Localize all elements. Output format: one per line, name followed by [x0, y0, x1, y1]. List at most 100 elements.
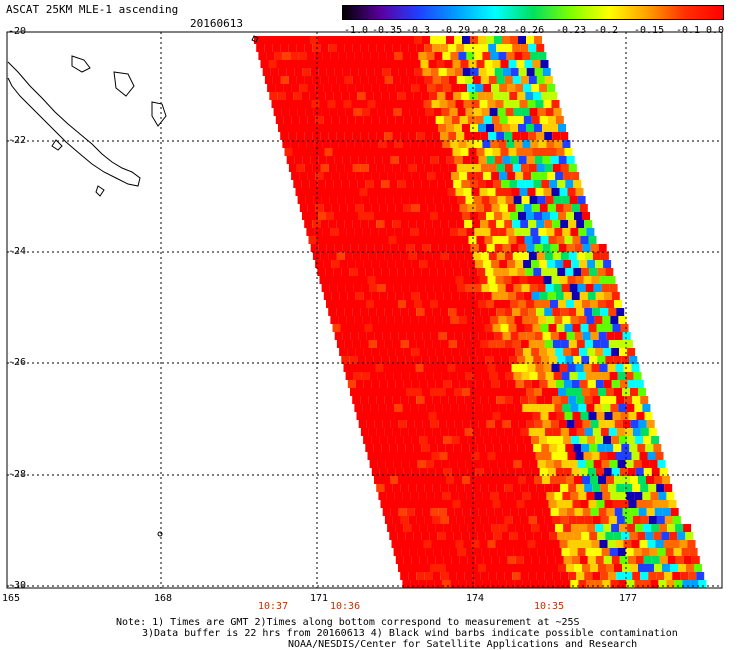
swath-cell	[567, 188, 576, 196]
swath-cell	[464, 340, 473, 348]
swath-cell	[438, 388, 446, 396]
swath-cell	[688, 572, 697, 580]
swath-cell	[595, 260, 604, 268]
swath-cell	[514, 52, 523, 60]
swath-cell	[419, 436, 428, 444]
swath-cell	[342, 68, 351, 76]
chart-date: 20160613	[190, 17, 243, 30]
swath-cell	[275, 84, 284, 92]
swath-cell	[433, 108, 442, 116]
swath-cell	[480, 340, 489, 348]
swath-cell	[515, 556, 524, 564]
swath-cell	[350, 156, 359, 164]
swath-cell	[382, 476, 390, 484]
swath-cell	[341, 180, 350, 188]
swath-cell	[443, 380, 452, 388]
swath-cell	[361, 196, 370, 204]
swath-cell	[641, 548, 650, 556]
swath-cell	[399, 364, 408, 372]
swath-cell	[381, 92, 390, 100]
swath-cell	[328, 76, 337, 84]
swath-cell	[387, 436, 396, 444]
swath-cell	[275, 116, 284, 124]
swath-cell	[596, 500, 605, 508]
swath-cell	[594, 316, 603, 324]
swath-cell	[449, 196, 458, 204]
swath-cell	[600, 484, 609, 492]
swath-cell	[440, 220, 449, 228]
swath-cell	[433, 548, 442, 556]
swath-cell	[542, 476, 550, 484]
swath-cell	[418, 492, 427, 500]
swath-cell	[627, 556, 636, 564]
swath-cell	[406, 508, 415, 516]
swath-cell	[539, 524, 548, 532]
swath-cell	[537, 196, 546, 204]
swath-cell	[563, 292, 572, 300]
swath-cell	[403, 260, 412, 268]
swath-cell	[616, 340, 625, 348]
swath-cell	[649, 460, 658, 468]
swath-cell	[361, 284, 370, 292]
swath-cell	[518, 212, 526, 220]
swath-cell	[392, 516, 401, 524]
swath-cell	[350, 124, 358, 132]
swath-cell	[385, 196, 394, 204]
swath-cell	[507, 172, 516, 180]
swath-cell	[486, 36, 494, 44]
swath-cell	[480, 308, 489, 316]
swath-cell	[359, 364, 368, 372]
swath-cell	[336, 132, 345, 140]
swath-cell	[369, 196, 378, 204]
swath-cell	[408, 164, 417, 172]
swath-cell	[451, 468, 460, 476]
swath-cell	[514, 228, 523, 236]
swath-cell	[388, 236, 397, 244]
swath-cell	[304, 44, 313, 52]
swath-cell	[506, 140, 515, 148]
swath-cell	[438, 156, 447, 164]
swath-cell	[436, 60, 445, 68]
swath-cell	[462, 332, 471, 340]
swath-cell	[510, 156, 519, 164]
swath-cell	[592, 516, 601, 524]
swath-cell	[658, 492, 667, 500]
swath-cell	[433, 460, 442, 468]
latitude-label: -22	[8, 135, 27, 146]
swath-cell	[489, 372, 498, 380]
swath-cell	[539, 380, 548, 388]
swath-cell	[459, 116, 468, 124]
swath-cell	[348, 324, 357, 332]
swath-cell	[642, 492, 651, 500]
swath-cell	[436, 324, 445, 332]
swath-cell	[590, 332, 599, 340]
swath-cell	[410, 492, 419, 500]
swath-cell	[384, 396, 393, 404]
swath-cell	[339, 116, 348, 124]
swath-cell	[406, 68, 415, 76]
swath-cell	[402, 404, 411, 412]
swath-cell	[634, 492, 643, 500]
swath-cell	[416, 132, 425, 140]
swath-cell	[392, 76, 401, 84]
swath-cell	[547, 84, 556, 92]
swath-cell	[482, 228, 491, 236]
swath-cell	[440, 76, 449, 84]
swath-cell	[514, 140, 523, 148]
swath-cell	[589, 444, 598, 452]
swath-cell	[489, 548, 498, 556]
swath-cell	[398, 124, 406, 132]
swath-cell	[616, 572, 625, 580]
swath-cell	[375, 188, 384, 196]
swath-cell	[603, 292, 612, 300]
swath-cell	[485, 532, 494, 540]
swath-cell	[486, 68, 495, 76]
swath-cell	[480, 428, 489, 436]
swath-cell	[310, 36, 318, 44]
swath-cell	[512, 44, 521, 52]
swath-cell	[367, 100, 376, 108]
swath-cell	[499, 84, 508, 92]
swath-cell	[483, 524, 492, 532]
swath-cell	[480, 132, 489, 140]
swath-cell	[408, 132, 417, 140]
